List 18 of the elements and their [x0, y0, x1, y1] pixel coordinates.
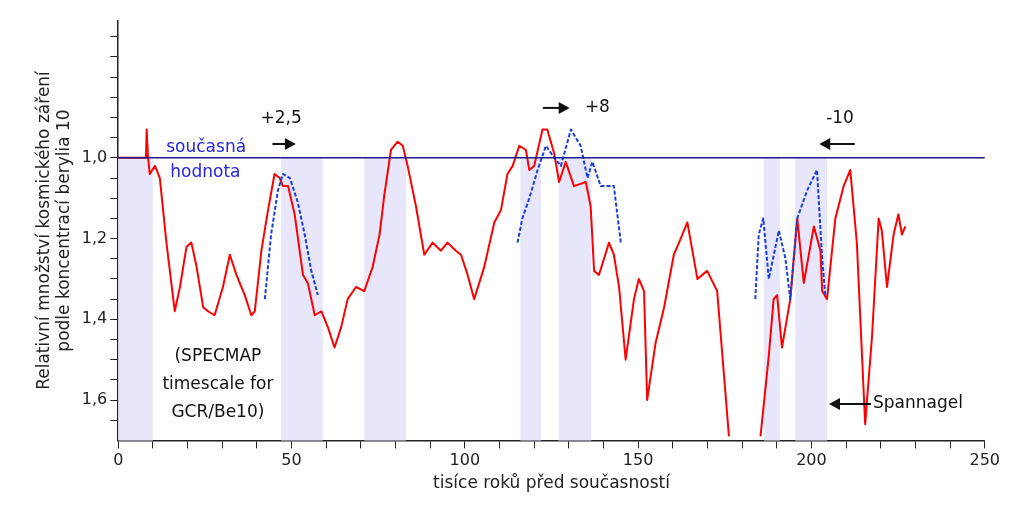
x-axis-title: tisíce roků před současností	[433, 472, 672, 493]
y-tick-label: 1,6	[81, 389, 108, 409]
x-tick-label: 150	[622, 450, 654, 470]
y-axis-title: Relativní množství kosmického záření podle koncentrací berylia 10	[32, 69, 74, 390]
annotation: Spannagel	[873, 392, 963, 413]
x-tick-label: 200	[796, 450, 827, 470]
annotation: +2,5	[260, 107, 302, 128]
y-tick-label: 1,2	[81, 227, 108, 247]
y-tick-label: 1,0	[81, 147, 108, 166]
y-tick-label: 1,4	[81, 308, 108, 328]
x-tick-label: 100	[449, 450, 481, 470]
annotation: -10	[826, 107, 854, 128]
ref-line-label: současná hodnota	[166, 135, 247, 181]
annotation: +8	[584, 96, 610, 117]
x-tick-label: 250	[969, 450, 1000, 470]
annotation: (SPECMAP timescale for GCR/Be10)	[162, 344, 274, 421]
x-tick-label: 50	[281, 450, 302, 470]
x-tick-label: 0	[113, 450, 124, 470]
